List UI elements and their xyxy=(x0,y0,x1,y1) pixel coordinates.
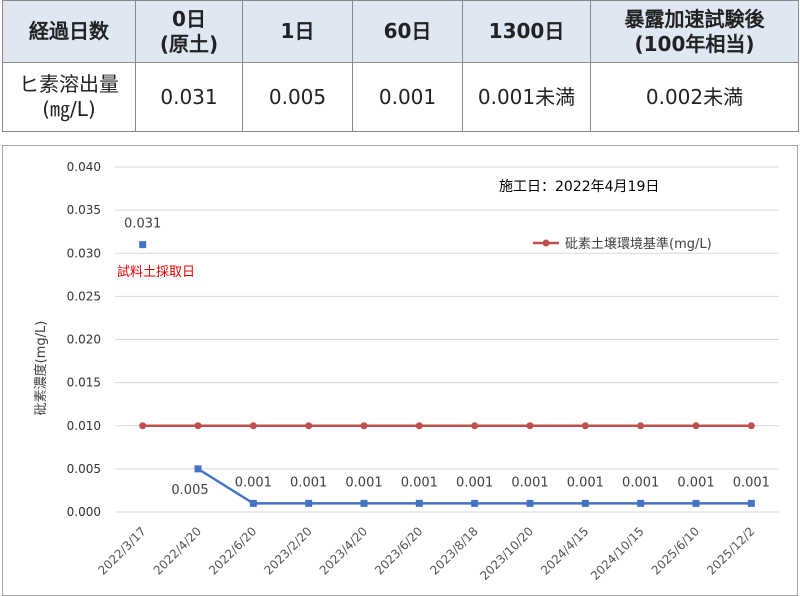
data-label: 0.031 xyxy=(124,217,161,232)
data-point xyxy=(471,422,479,430)
header-cell: 60日 xyxy=(352,0,463,63)
x-tick-label: 2023/10/20 xyxy=(477,524,536,583)
y-tick-label: 0.005 xyxy=(67,462,101,476)
data-point xyxy=(360,499,368,507)
data-label: 0.001 xyxy=(456,475,493,490)
data-point xyxy=(194,465,202,473)
x-tick-label: 2024/4/15 xyxy=(538,524,591,577)
arsenic-line-chart: 0.000 0.005 0.010 0.015 0.020 0.025 0.030 0.035… xyxy=(33,160,779,583)
data-label: 0.001 xyxy=(345,475,382,490)
y-tick-label: 0.035 xyxy=(67,203,101,217)
chart-frame: 0.000 0.005 0.010 0.015 0.020 0.025 0.030 0.035… xyxy=(2,145,798,596)
value-cell: 0.031 xyxy=(135,62,243,132)
x-tick-label: 2023/2/20 xyxy=(261,524,314,577)
leaching-summary-table: 経過日数 0日 (原土) 1日 60日 1300日 暴露加速試験後 (100年相… xyxy=(2,0,799,132)
data-point xyxy=(139,422,147,430)
y-tick-label: 0.040 xyxy=(67,160,101,174)
data-point xyxy=(249,422,257,430)
legend: 砒素土壌環境基準(mg/L) xyxy=(533,236,712,252)
x-tick-label: 2023/4/20 xyxy=(317,524,370,577)
construction-date-annotation: 施工日：2022年4月19日 xyxy=(499,179,659,195)
data-point xyxy=(526,422,534,430)
y-axis-title: 砒素濃度(mg/L) xyxy=(33,321,49,416)
header-cell: 暴露加速試験後 (100年相当) xyxy=(590,0,799,63)
x-tick-label: 2023/6/20 xyxy=(372,524,425,577)
sample-date-annotation: 試料土採取日 xyxy=(117,264,195,280)
data-point xyxy=(692,499,700,507)
data-label: 0.001 xyxy=(677,475,714,490)
table-row: ヒ素溶出量 (㎎/L) 0.031 0.005 0.001 0.001未満 0.… xyxy=(2,62,799,132)
data-point xyxy=(637,422,645,430)
data-label: 0.001 xyxy=(235,475,272,490)
x-tick-label: 2022/4/20 xyxy=(151,524,204,577)
data-point xyxy=(305,422,313,430)
header-cell: 0日 (原土) xyxy=(135,0,243,63)
x-tick-label: 2022/6/20 xyxy=(206,524,259,577)
header-cell: 1300日 xyxy=(462,0,591,63)
data-point xyxy=(581,499,589,507)
legend-label: 砒素土壌環境基準(mg/L) xyxy=(565,236,712,252)
data-point xyxy=(526,499,534,507)
data-label: 0.005 xyxy=(171,483,208,498)
value-cell: 0.001 xyxy=(352,62,463,132)
x-tick-label: 2024/10/15 xyxy=(588,524,647,583)
header-cell: 1日 xyxy=(242,0,353,63)
data-point xyxy=(415,422,423,430)
value-cell: 0.005 xyxy=(242,62,353,132)
table-header-row: 経過日数 0日 (原土) 1日 60日 1300日 暴露加速試験後 (100年相… xyxy=(2,0,799,63)
data-label: 0.001 xyxy=(401,475,438,490)
data-label: 0.001 xyxy=(567,475,604,490)
data-point xyxy=(747,499,755,507)
x-tick-label: 2025/6/10 xyxy=(649,524,702,577)
value-cell: 0.002未満 xyxy=(590,62,799,132)
y-tick-label: 0.000 xyxy=(67,505,101,519)
value-cell: 0.001未満 xyxy=(462,62,591,132)
data-point xyxy=(305,499,313,507)
data-point xyxy=(637,499,645,507)
data-point xyxy=(194,422,202,430)
data-point xyxy=(249,499,257,507)
data-point xyxy=(471,499,479,507)
y-tick-label: 0.020 xyxy=(67,333,101,347)
data-label: 0.001 xyxy=(290,475,327,490)
header-cell: 経過日数 xyxy=(2,0,136,63)
data-point xyxy=(415,499,423,507)
data-point xyxy=(581,422,589,430)
x-tick-label: 2022/3/17 xyxy=(95,524,148,577)
legend-dot-marker xyxy=(542,239,550,247)
data-label: 0.001 xyxy=(511,475,548,490)
x-tick-label: 2025/12/2 xyxy=(704,524,757,577)
x-tick-label: 2023/8/18 xyxy=(427,524,480,577)
data-label: 0.001 xyxy=(733,475,770,490)
data-point xyxy=(360,422,368,430)
data-point xyxy=(692,422,700,430)
row-label-cell: ヒ素溶出量 (㎎/L) xyxy=(2,62,136,132)
data-point xyxy=(139,241,147,249)
y-tick-label: 0.015 xyxy=(67,376,101,390)
data-label: 0.001 xyxy=(622,475,659,490)
y-tick-label: 0.030 xyxy=(67,246,101,260)
y-tick-label: 0.010 xyxy=(67,419,101,433)
data-point xyxy=(747,422,755,430)
y-tick-label: 0.025 xyxy=(67,289,101,303)
